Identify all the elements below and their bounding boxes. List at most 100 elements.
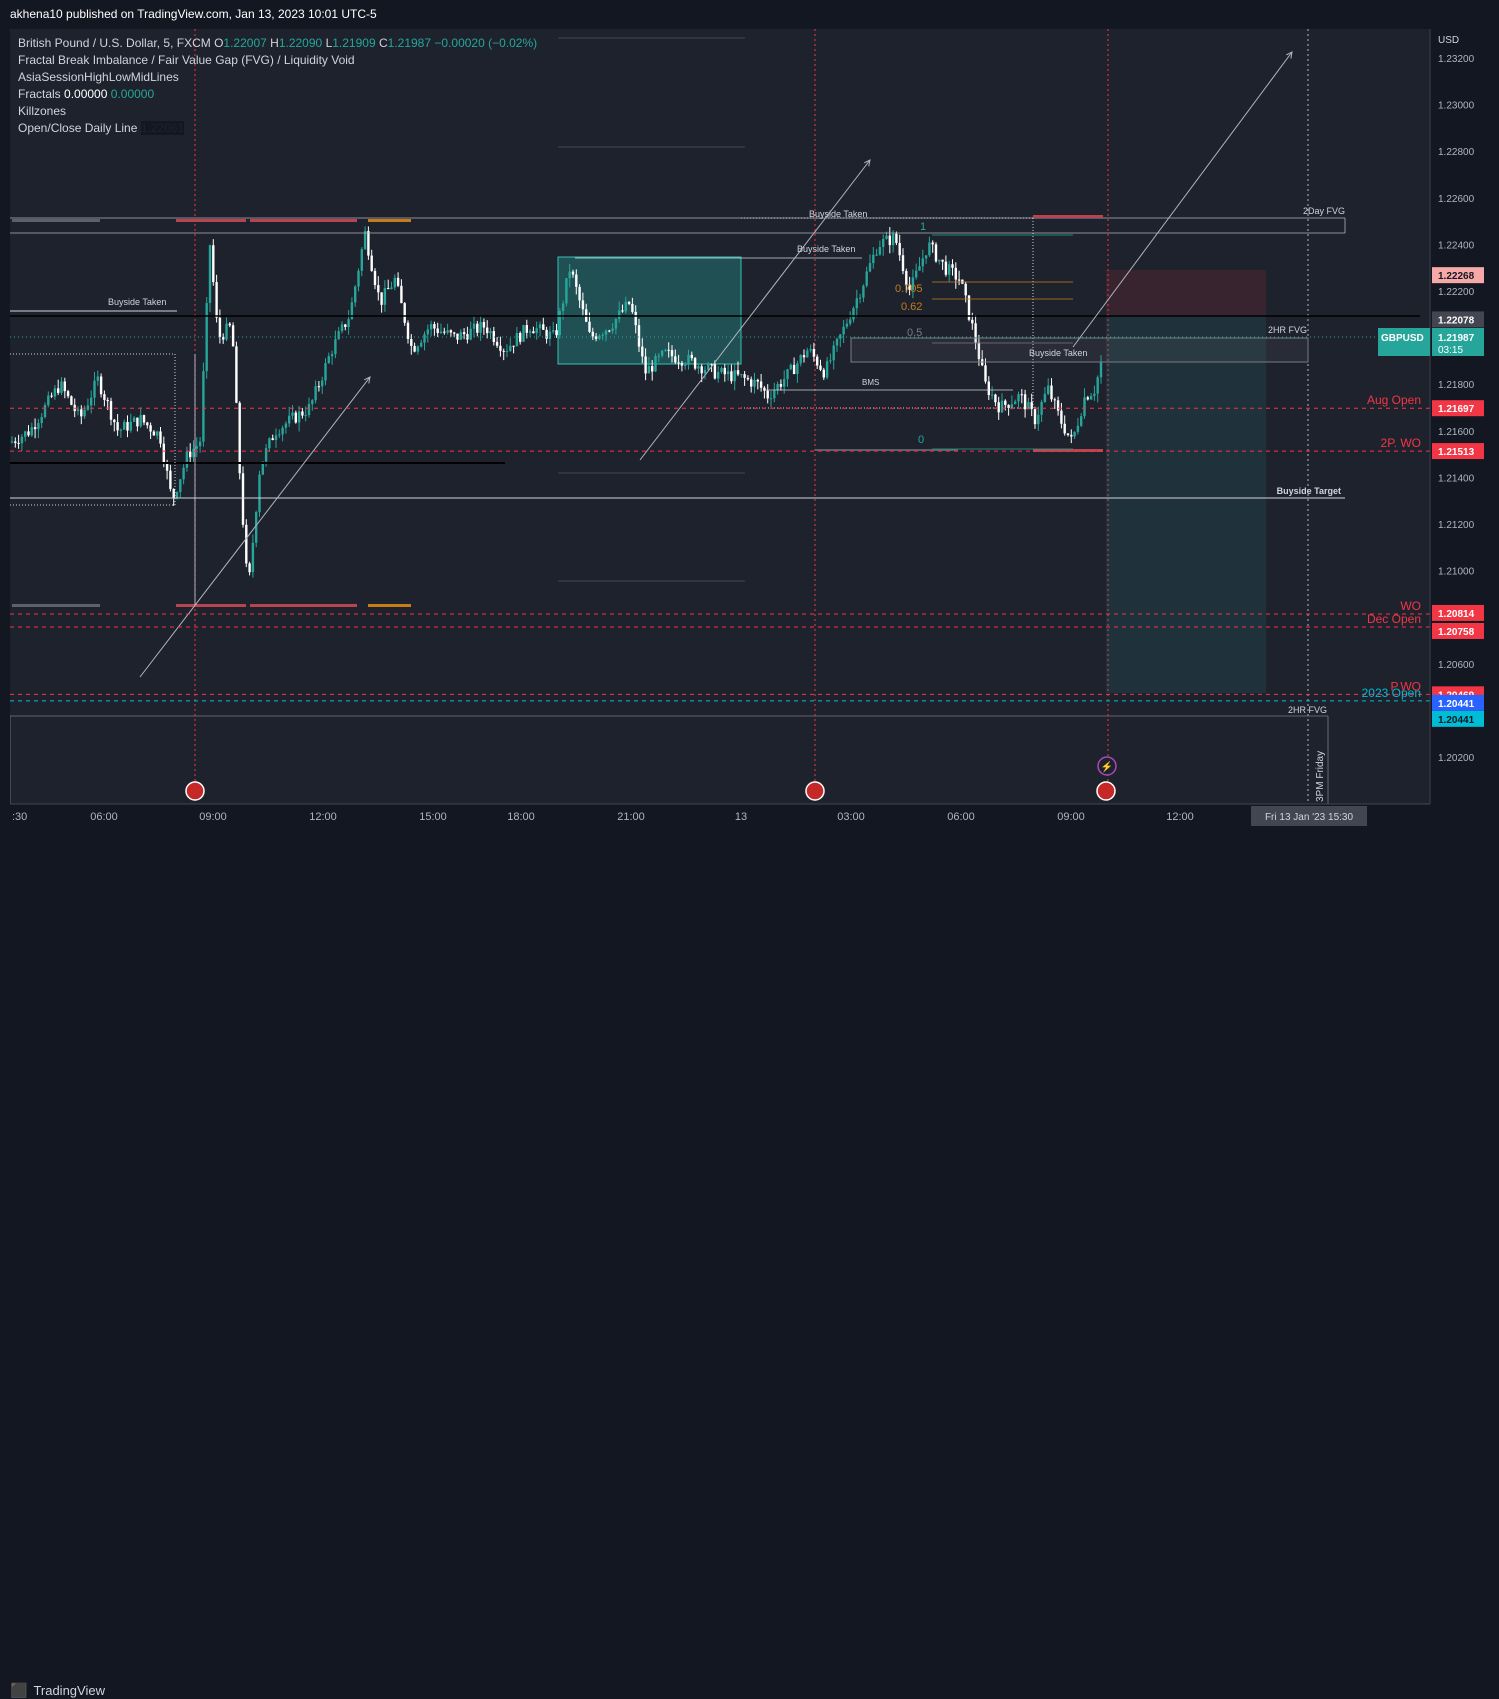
price-tag-9: [1432, 710, 1484, 727]
candle-body: [898, 242, 901, 256]
price-tag-text-5: 1.20814: [1438, 609, 1475, 620]
indicator-open-close[interactable]: Open/Close Daily Line 1.22061: [18, 120, 537, 137]
candle-body: [321, 380, 324, 387]
time-cursor-tag: [1251, 806, 1367, 826]
flag-us-icon: [185, 781, 205, 801]
candle-body: [740, 374, 743, 376]
indicator-asia-session[interactable]: AsiaSessionHighLowMidLines: [18, 70, 179, 84]
ohlc-c-label: C: [378, 36, 388, 50]
indicator-killzones[interactable]: Killzones: [18, 104, 67, 118]
candle-body: [103, 394, 106, 400]
candle-body: [469, 328, 472, 340]
candle-body: [842, 326, 845, 335]
candle-body: [865, 271, 868, 286]
candle-body: [162, 443, 165, 463]
candle-body: [439, 331, 443, 333]
candle-body: [347, 319, 350, 328]
candle-body: [354, 286, 357, 303]
candle-body: [977, 342, 981, 360]
candle-body: [350, 302, 354, 320]
price-tag-2: [1432, 328, 1484, 356]
candle-body: [403, 303, 406, 323]
candle-body: [786, 369, 789, 380]
candle-body: [832, 345, 835, 361]
candle-body: [63, 381, 66, 392]
candle-body: [225, 323, 228, 340]
candle-body: [14, 441, 17, 443]
candle-body: [971, 319, 974, 324]
candle-body: [116, 422, 119, 431]
candle-body: [271, 438, 274, 441]
candle-body: [10, 441, 14, 443]
candle-body: [466, 334, 469, 340]
candle-body: [228, 323, 231, 326]
trend-arrow-2: [639, 160, 870, 461]
candle-body: [53, 388, 57, 397]
candle-body: [684, 364, 687, 366]
candle-body: [505, 351, 509, 353]
candle-body: [152, 431, 156, 436]
candle-body: [819, 365, 822, 370]
time-axis: [10, 804, 1430, 839]
trend-arrow-1: [139, 377, 370, 678]
candle-body: [212, 245, 215, 283]
candle-body: [957, 279, 961, 281]
candle-body: [1000, 400, 1004, 413]
candle-body: [136, 417, 139, 427]
candle-body: [627, 301, 631, 304]
ohlc-high: 1.22090: [278, 36, 323, 50]
candle-body: [380, 292, 383, 305]
level-label-1: 2P. WO: [1381, 436, 1421, 450]
candle-body: [915, 270, 918, 278]
candle-body: [258, 474, 261, 513]
candle-body: [393, 277, 396, 288]
candle-body: [1060, 410, 1063, 424]
candle-body: [24, 431, 27, 437]
candle-body: [317, 386, 321, 388]
tradingview-logo[interactable]: ⬛ TradingView: [10, 1682, 105, 1699]
candle-body: [548, 331, 552, 339]
candle-body: [987, 381, 990, 396]
price-tag-text-6: 1.20758: [1438, 627, 1475, 638]
candle-body: [611, 328, 614, 331]
indicator-fractals[interactable]: Fractals 0.00000 0.00000: [18, 86, 537, 103]
candle-body: [829, 360, 832, 362]
y-tick-5: 1.22200: [1438, 287, 1475, 298]
killzone-bar-orange-1: [368, 219, 411, 222]
candle-body: [763, 387, 766, 391]
candle-body: [119, 429, 123, 431]
candle-body: [1083, 397, 1086, 417]
candle-body: [1063, 423, 1066, 434]
x-tick-4: 15:00: [419, 811, 447, 823]
candle-body: [192, 448, 195, 458]
candle-body: [921, 258, 924, 267]
candle-body: [47, 395, 50, 406]
candle-body: [948, 264, 951, 275]
candle-body: [80, 409, 83, 417]
candle-body: [129, 421, 132, 431]
plot-area[interactable]: [10, 29, 1429, 804]
candle-body: [756, 379, 759, 382]
flag-uk-icon: [805, 781, 825, 801]
candle-body: [390, 287, 393, 289]
time-cursor-label: Fri 13 Jan '23 15:30: [1265, 812, 1354, 823]
candle-body: [931, 242, 934, 245]
candle-body: [522, 325, 525, 342]
candle-body: [327, 356, 330, 364]
candle-body: [106, 399, 109, 402]
candle-body: [697, 366, 700, 369]
candle-body: [330, 354, 334, 357]
y-tick-10: 1.21000: [1438, 567, 1475, 578]
candle-body: [578, 286, 581, 301]
x-tick-7: 13: [735, 811, 747, 823]
candle-body: [159, 431, 162, 444]
candle-body: [776, 383, 779, 391]
candle-body: [37, 423, 40, 430]
candle-body: [891, 233, 895, 246]
killzone-bar-red-5: [250, 604, 357, 607]
candle-body: [885, 235, 888, 239]
indicator-fvg[interactable]: Fractal Break Imbalance / Fair Value Gap…: [18, 53, 355, 67]
candle-body: [165, 462, 169, 471]
legend-symbol-row[interactable]: British Pound / U.S. Dollar, 5, FXCM O1.…: [18, 35, 537, 52]
